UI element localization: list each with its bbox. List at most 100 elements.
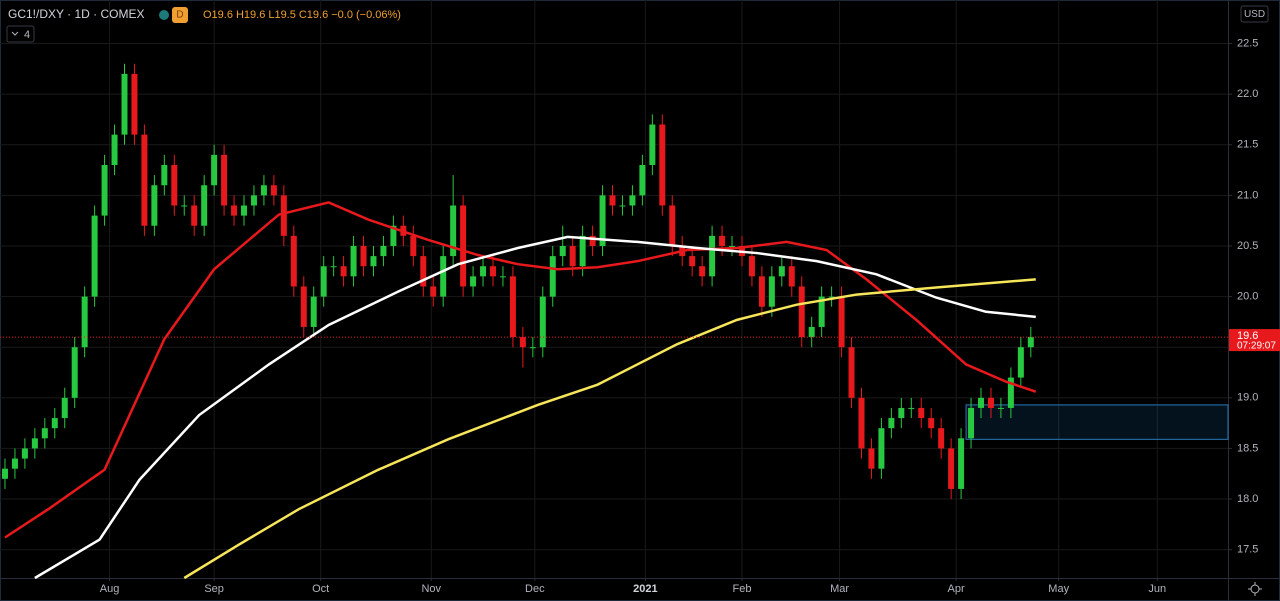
y-tick-label: 20.5 bbox=[1237, 240, 1258, 252]
candle-body bbox=[659, 124, 666, 206]
candle-body bbox=[440, 256, 447, 297]
candle-body bbox=[1, 468, 8, 479]
candle-body bbox=[838, 296, 845, 348]
x-tick-label: Apr bbox=[948, 583, 965, 595]
plot bbox=[0, 63, 1229, 580]
candle-body bbox=[1027, 337, 1034, 348]
legend-item: H19.6 bbox=[236, 9, 265, 21]
candle-body bbox=[260, 185, 267, 196]
candle-body bbox=[211, 154, 218, 186]
settings-icon[interactable] bbox=[1248, 582, 1262, 596]
candle-body bbox=[639, 164, 646, 196]
y-tick-label: 21.5 bbox=[1237, 139, 1258, 151]
candle-body bbox=[748, 256, 755, 277]
candle-body bbox=[81, 296, 88, 348]
candle-body bbox=[928, 418, 935, 429]
status-dot bbox=[159, 10, 169, 20]
candle-body bbox=[61, 397, 68, 419]
interval-badge: D bbox=[176, 10, 183, 21]
candle-body bbox=[729, 245, 736, 247]
x-tick-label: Aug bbox=[100, 583, 120, 595]
candle-body bbox=[848, 347, 855, 398]
candle-body bbox=[858, 397, 865, 449]
x-tick-label: 2021 bbox=[633, 583, 657, 595]
candle-body bbox=[320, 266, 327, 297]
legend-item: −0.0 (−0.06%) bbox=[331, 9, 401, 21]
candle-body bbox=[828, 296, 835, 298]
candle-body bbox=[191, 205, 198, 226]
candle-body bbox=[629, 195, 636, 206]
candle-body bbox=[619, 205, 626, 207]
indicator-count[interactable]: 4 bbox=[24, 29, 30, 41]
candle-body bbox=[778, 266, 785, 277]
candle-body bbox=[918, 407, 925, 419]
candle-body bbox=[460, 205, 467, 287]
candle-body bbox=[350, 245, 357, 277]
currency-box[interactable] bbox=[1240, 5, 1269, 23]
candle-body bbox=[669, 205, 676, 246]
last-price-label: 19.6 bbox=[1237, 330, 1258, 342]
candle-body bbox=[649, 124, 656, 165]
candle-body bbox=[181, 205, 188, 207]
axes: 17.518.018.519.019.520.020.521.021.522.0… bbox=[100, 37, 1280, 595]
candle-body bbox=[719, 235, 726, 246]
candle-body bbox=[280, 195, 287, 236]
candle-body bbox=[151, 185, 158, 226]
candle-body bbox=[300, 286, 307, 327]
candle-body bbox=[559, 245, 566, 257]
candle-body bbox=[241, 205, 248, 216]
candle-body bbox=[569, 245, 576, 267]
candle-body bbox=[709, 235, 716, 277]
candle-body bbox=[499, 276, 506, 278]
candle-body bbox=[878, 428, 885, 469]
candle-body bbox=[161, 164, 168, 186]
candle-body bbox=[589, 235, 596, 246]
indicator-toggle[interactable] bbox=[6, 25, 35, 43]
y-tick-label: 21.0 bbox=[1237, 189, 1258, 201]
symbol[interactable]: GC1!/DXY · 1D · COMEX bbox=[8, 7, 144, 21]
candle-body bbox=[908, 407, 915, 409]
moving-average bbox=[34, 235, 1036, 580]
zone bbox=[965, 404, 1229, 440]
x-tick-label: Feb bbox=[732, 583, 751, 595]
candle-body bbox=[549, 256, 556, 297]
candle-body bbox=[250, 195, 257, 206]
candle-body bbox=[898, 407, 905, 419]
legend-item: L19.5 bbox=[268, 9, 296, 21]
moving-average bbox=[183, 278, 1036, 580]
candle-body bbox=[41, 428, 48, 439]
candle-body bbox=[968, 407, 975, 439]
candle-body bbox=[310, 296, 317, 327]
candle-body bbox=[758, 276, 765, 307]
badge bbox=[172, 7, 188, 23]
candle-body bbox=[111, 134, 118, 165]
candle-body bbox=[997, 407, 1004, 409]
candle-body bbox=[519, 337, 526, 348]
candle-body bbox=[798, 286, 805, 338]
candle-body bbox=[171, 164, 178, 206]
legend-item: O19.6 bbox=[203, 9, 233, 21]
candle-body bbox=[51, 418, 58, 429]
candle-body bbox=[868, 448, 875, 469]
legend-item: C19.6 bbox=[299, 9, 328, 21]
x-tick-label: May bbox=[1048, 583, 1069, 595]
candle-body bbox=[330, 266, 337, 268]
candle-body bbox=[370, 256, 377, 267]
candle-body bbox=[818, 296, 825, 327]
candle-body bbox=[380, 245, 387, 257]
candle-body bbox=[958, 438, 965, 489]
candle-body bbox=[141, 134, 148, 226]
candle-body bbox=[788, 266, 795, 287]
candle-body bbox=[599, 195, 606, 246]
ohlc-legend: O19.6 H19.6 L19.5 C19.6 −0.0 (−0.06%) bbox=[203, 9, 401, 21]
candle-body bbox=[808, 326, 815, 338]
candle-body bbox=[11, 458, 18, 469]
last-price-box bbox=[1229, 329, 1280, 352]
y-tick-label: 22.0 bbox=[1237, 88, 1258, 100]
candle-body bbox=[410, 235, 417, 257]
currency[interactable]: USD bbox=[1244, 9, 1265, 20]
candle-body bbox=[101, 164, 108, 216]
